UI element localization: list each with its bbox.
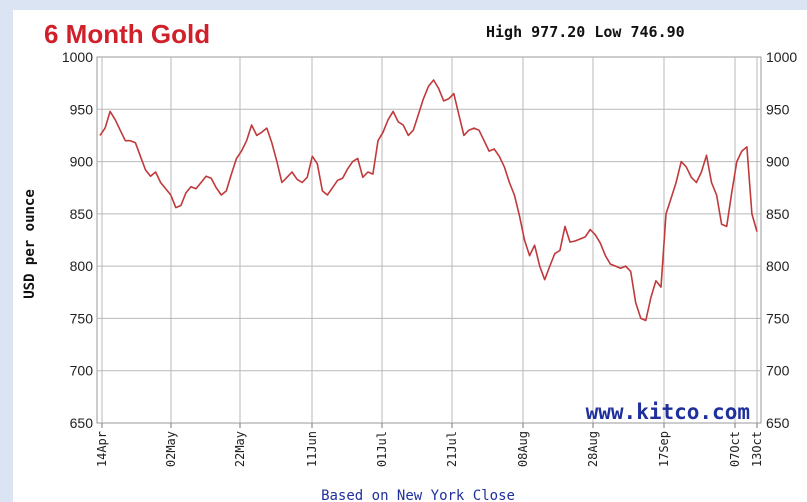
y-tick-label-right: 850 xyxy=(766,206,790,222)
y-tick-label-right: 900 xyxy=(766,154,790,170)
y-tick-label-right: 800 xyxy=(766,258,790,274)
x-tick-label: 21Jul xyxy=(445,431,459,467)
high-low-readout: High 977.20 Low 746.90 xyxy=(486,23,685,41)
y-axis-right: 650 700 750 800 850 900 950 1000 xyxy=(766,49,797,431)
y-tick-label-right: 700 xyxy=(766,363,790,379)
y-tick-label-right: 650 xyxy=(766,415,790,431)
y-tick-label-left: 900 xyxy=(70,154,94,170)
x-tick-label: 17Sep xyxy=(657,431,671,467)
x-tick-label: 13Oct xyxy=(750,431,764,467)
y-tick-label-right: 750 xyxy=(766,310,790,326)
kitco-watermark: www.kitco.com xyxy=(586,400,750,424)
x-tick-label: 08Aug xyxy=(516,431,530,467)
y-tick-label-left: 850 xyxy=(70,206,94,222)
x-tick-label: 11Jun xyxy=(305,431,319,467)
x-tick-label: 14Apr xyxy=(95,431,109,467)
x-tick-label: 28Aug xyxy=(586,431,600,467)
y-tick-label-left: 750 xyxy=(70,310,94,326)
gold-price-line xyxy=(99,79,758,322)
chart-title: 6 Month Gold xyxy=(44,19,210,49)
y-tick-label-left: 650 xyxy=(70,415,94,431)
x-tick-label: 22May xyxy=(233,431,247,467)
y-tick-label-left: 1000 xyxy=(62,49,93,65)
y-tick-label-left: 800 xyxy=(70,258,94,274)
plot-area xyxy=(96,56,762,424)
x-tick-label: 02May xyxy=(164,431,178,467)
x-tick-label: 01Jul xyxy=(375,431,389,467)
footnote: Based on New York Close xyxy=(321,488,515,502)
y-axis-left: 650 700 750 800 850 900 950 1000 xyxy=(62,49,93,431)
x-tick-label: 07Oct xyxy=(728,431,742,467)
y-tick-label-right: 950 xyxy=(766,101,790,117)
x-axis: 14Apr 02May 22May 11Jun 01Jul 21Jul 08Aug 28Aug… xyxy=(95,423,764,467)
y-tick-label-right: 1000 xyxy=(766,49,797,65)
y-tick-label-left: 700 xyxy=(70,363,94,379)
y-tick-label-left: 950 xyxy=(70,101,94,117)
y-axis-label: USD per ounce xyxy=(22,189,38,299)
